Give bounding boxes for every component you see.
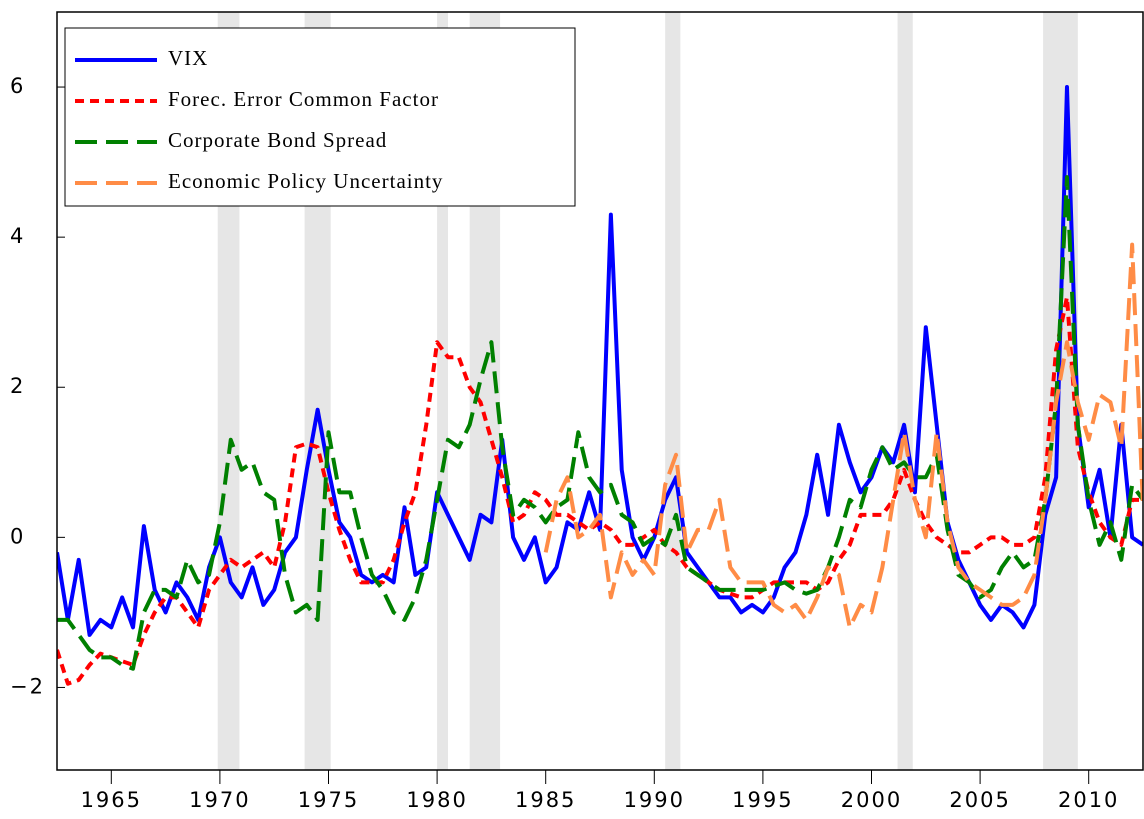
recession-band [665, 12, 681, 770]
x-tick-label: 2005 [949, 788, 1010, 812]
x-tick-label: 1995 [732, 788, 793, 812]
x-tick-label: 1965 [81, 788, 142, 812]
x-tick-label: 2000 [841, 788, 902, 812]
series-line [57, 175, 1143, 671]
legend-label: Economic Policy Uncertainty [168, 169, 443, 193]
series-line [57, 295, 1143, 686]
x-tick-label: 1985 [515, 788, 576, 812]
legend-label: Corporate Bond Spread [168, 128, 387, 152]
series-line [543, 242, 1143, 630]
y-tick-label: −2 [10, 674, 45, 698]
y-tick-label: 6 [10, 74, 25, 98]
y-tick-label: 0 [10, 524, 25, 548]
legend-label: VIX [168, 46, 208, 70]
x-tick-label: 2010 [1058, 788, 1119, 812]
x-tick-label: 1980 [406, 788, 467, 812]
plot-frame [56, 11, 1144, 771]
x-tick-label: 1975 [298, 788, 359, 812]
recession-band [897, 12, 913, 770]
y-tick-label: 4 [10, 224, 25, 248]
y-tick-label: 2 [10, 374, 25, 398]
x-tick-label: 1990 [624, 788, 685, 812]
legend-box [64, 27, 576, 207]
recession-band [437, 12, 448, 770]
x-tick-label: 1970 [189, 788, 250, 812]
legend-label: Forec. Error Common Factor [168, 87, 439, 111]
